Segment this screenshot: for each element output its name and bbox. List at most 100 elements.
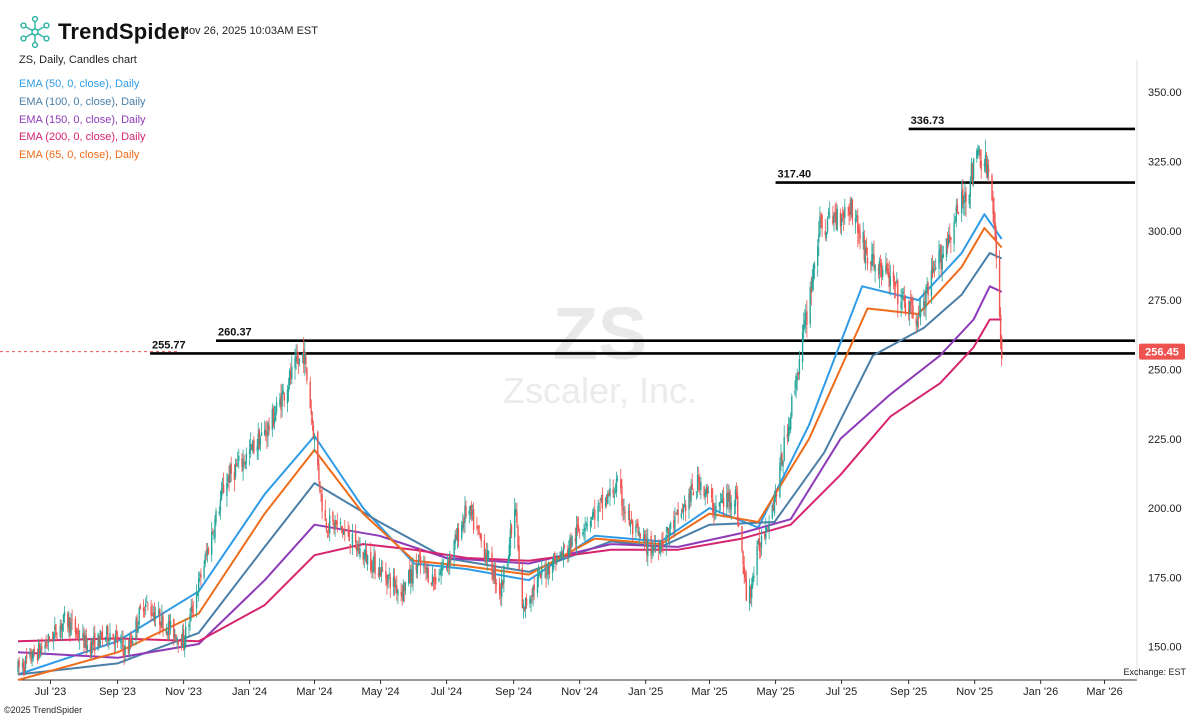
candle-body	[794, 391, 796, 394]
watermark: ZS Zscaler, Inc.	[503, 292, 697, 411]
candle-body	[309, 381, 311, 409]
candle-body	[613, 494, 615, 498]
candle-body	[601, 494, 604, 509]
candle-body	[545, 570, 547, 577]
candle-body	[430, 582, 433, 585]
candle-body	[896, 280, 898, 283]
candle-body	[339, 522, 342, 524]
legend-ema-200[interactable]: EMA (200, 0, close), Daily	[19, 131, 146, 144]
candle-body	[382, 570, 384, 571]
candle-body	[604, 498, 607, 507]
candle-body	[939, 248, 941, 254]
candle-body	[146, 601, 148, 603]
candle-body	[516, 511, 518, 524]
candle-body	[509, 528, 512, 549]
candle-body	[692, 492, 694, 496]
candle-body	[393, 575, 396, 588]
candle-body	[446, 562, 449, 567]
candle-body	[503, 565, 505, 584]
candle-body	[744, 572, 746, 579]
candle-body	[150, 606, 152, 616]
candle-body	[635, 525, 637, 533]
candle-body	[584, 527, 586, 532]
candle-body	[759, 551, 762, 552]
candle-body	[100, 633, 102, 636]
legend-ema-50[interactable]: EMA (50, 0, close), Daily	[19, 78, 140, 90]
candle-body	[733, 504, 736, 506]
candle-body	[253, 439, 255, 453]
candle-body	[97, 633, 99, 650]
candle-body	[806, 311, 808, 325]
candle-body	[61, 623, 64, 632]
candle-body	[888, 272, 890, 288]
candle-body	[199, 573, 201, 576]
axes: 150.00 175.00 200.00 225.00 250.00 275.00 300.…	[18, 60, 1182, 698]
candle-body	[1001, 337, 1003, 360]
legend-ema-150[interactable]: EMA (150, 0, close), Daily	[19, 113, 146, 126]
candle-body	[280, 395, 282, 410]
candle-body	[506, 564, 508, 566]
candle-body	[99, 631, 101, 647]
legend-ema-100[interactable]: EMA (100, 0, close), Daily	[19, 95, 146, 108]
candle-body	[176, 638, 178, 643]
candle-body	[415, 563, 417, 571]
candle-body	[773, 496, 776, 514]
candle-body	[879, 263, 882, 267]
candle-body	[416, 564, 418, 574]
y-tick-label: 325.00	[1148, 157, 1182, 169]
candle-body	[844, 206, 846, 218]
candle-body	[161, 614, 163, 626]
candle-body	[824, 231, 826, 235]
candle-body	[556, 555, 558, 563]
timestamp: Nov 26, 2025 10:03AM EST	[181, 25, 318, 37]
candle-body	[984, 154, 987, 169]
candle-body	[129, 640, 132, 644]
candle-body	[523, 606, 526, 610]
candle-body	[786, 433, 789, 438]
candle-body	[737, 495, 739, 521]
candle-body	[575, 526, 578, 544]
candle-body	[963, 200, 965, 204]
legend-ema-65[interactable]: EMA (65, 0, close), Daily	[19, 149, 140, 162]
candle-body	[530, 598, 532, 602]
candle-body	[843, 211, 845, 219]
candle-body	[720, 501, 723, 503]
candle-body	[132, 641, 134, 644]
watermark-company: Zscaler, Inc.	[503, 370, 697, 411]
candle-body	[470, 504, 473, 517]
candle-body	[153, 612, 156, 621]
candle-body	[834, 212, 836, 216]
candle-body	[948, 234, 950, 244]
candle-body	[464, 505, 466, 523]
candle-body	[508, 544, 510, 561]
candle-body	[275, 402, 278, 412]
candle-body	[680, 513, 683, 518]
candle-body	[841, 215, 844, 216]
candle-body	[738, 523, 740, 526]
candle-body	[397, 590, 399, 595]
candle-body	[318, 463, 320, 481]
candle-body	[313, 435, 316, 441]
candle-body	[945, 238, 948, 258]
x-tick-label: Jul '23	[35, 686, 66, 698]
candle-body	[89, 643, 92, 654]
candle-body	[833, 214, 835, 223]
candle-body	[351, 533, 354, 546]
candle-body	[378, 567, 381, 577]
candle-body	[772, 505, 775, 510]
x-tick-label: May '25	[756, 686, 794, 698]
candle-body	[598, 503, 600, 505]
candle-body	[774, 495, 777, 498]
candle-body	[45, 642, 47, 646]
candle-body	[916, 320, 918, 327]
candle-body	[652, 546, 654, 550]
candle-body	[954, 221, 956, 223]
candle-body	[469, 506, 472, 510]
candle-body	[40, 648, 42, 656]
candle-body	[706, 487, 709, 495]
candle-body	[142, 607, 145, 612]
last-price-label: 256.45	[1145, 347, 1179, 359]
candle-body	[86, 645, 88, 650]
candle-body	[533, 584, 535, 590]
